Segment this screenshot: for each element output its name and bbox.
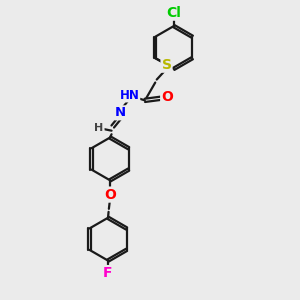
Text: F: F [103,266,113,280]
Text: S: S [161,58,172,72]
Text: H: H [94,123,104,133]
Text: N: N [115,106,126,119]
Text: O: O [104,188,116,202]
Text: HN: HN [119,88,139,101]
Text: Cl: Cl [166,6,181,20]
Text: O: O [161,90,173,104]
